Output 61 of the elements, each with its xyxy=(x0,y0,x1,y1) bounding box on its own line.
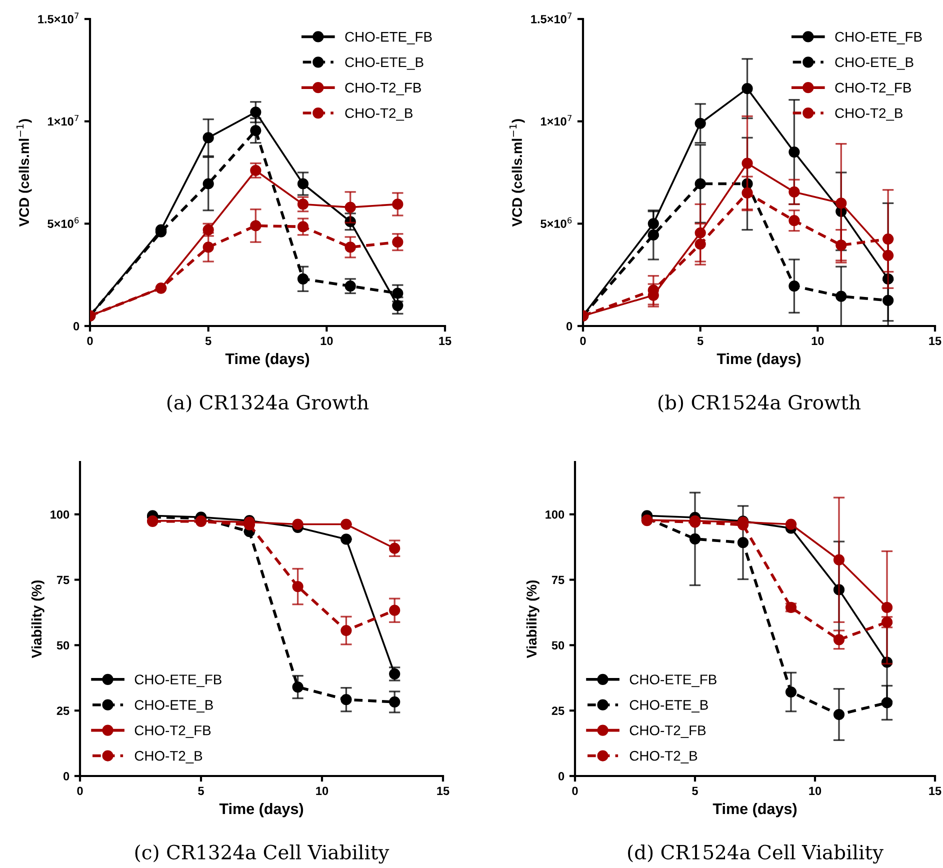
y-tick-label: 5×10$^{6}$ xyxy=(48,217,79,228)
x-tick-label: 5 xyxy=(205,336,212,346)
x-axis-title: Time (days) xyxy=(225,352,310,368)
text: (b) CR1524a Growth xyxy=(658,394,861,412)
x-tick-label: 15 xyxy=(929,336,942,346)
x-tick-label: 0 xyxy=(580,336,586,346)
y-tick-label: 1.5×10$^{7}$ xyxy=(531,12,572,24)
legend-label: CHO-T2_B xyxy=(835,108,902,121)
x-tick-label: 10 xyxy=(809,786,822,796)
x-tick-label: 0 xyxy=(87,336,93,346)
x-axis-title: Time (days) xyxy=(219,802,304,818)
x-axis-title: Time (days) xyxy=(716,352,801,368)
x-tick-label: 15 xyxy=(439,336,452,346)
y-tick-label: 1×10$^{7}$ xyxy=(540,114,572,126)
legend-label: CHO-ETE_B xyxy=(630,700,708,712)
y-axis-title: Viability (%) xyxy=(526,580,540,658)
legend-label: CHO-ETE_FB xyxy=(134,674,222,688)
text: (a) CR1324a Growth xyxy=(167,394,369,412)
x-tick-label: 10 xyxy=(316,786,328,796)
x-tick-label: 5 xyxy=(198,786,204,796)
legend-label: CHO-T2_B xyxy=(134,750,202,764)
text: (d) CR1524a Cell Viability xyxy=(628,844,884,864)
y-tick-label: 1×10$^{7}$ xyxy=(48,114,78,126)
text: (c) CR1324a Cell Viability xyxy=(135,844,390,864)
y-tick-label: 50 xyxy=(56,641,70,650)
x-tick-label: 15 xyxy=(929,786,942,796)
legend-label: CHO-T2_B xyxy=(630,750,698,764)
legend-label: CHO-ETE_B xyxy=(345,57,424,70)
legend-label: CHO-ETE_FB xyxy=(630,674,716,688)
y-tick-label: 75 xyxy=(56,576,70,584)
x-tick-label: 15 xyxy=(437,786,450,796)
y-tick-label: 100 xyxy=(546,510,564,519)
y-axis-title: Viability (%) xyxy=(31,580,44,658)
y-tick-label: 0 xyxy=(558,772,564,780)
legend-label: CHO-T2_FB xyxy=(835,82,911,96)
y-tick-label: 0 xyxy=(566,322,572,330)
y-tick-label: 0 xyxy=(63,772,70,780)
y-tick-label: 5×10$^{6}$ xyxy=(540,217,572,228)
y-tick-label: 25 xyxy=(552,706,564,715)
x-tick-label: 10 xyxy=(812,336,824,346)
legend-label: CHO-T2_FB xyxy=(134,725,211,738)
x-tick-label: 10 xyxy=(320,336,333,346)
x-tick-label: 0 xyxy=(572,786,578,796)
x-tick-label: 5 xyxy=(692,786,698,796)
y-tick-label: 25 xyxy=(56,706,70,715)
legend-label: CHO-T2_FB xyxy=(345,82,421,96)
y-tick-label: 100 xyxy=(50,510,70,519)
legend-label: CHO-T2_B xyxy=(345,108,412,121)
legend-label: CHO-ETE_B xyxy=(134,700,213,712)
legend-label: CHO-ETE_B xyxy=(835,57,914,70)
y-tick-label: 0 xyxy=(73,322,80,330)
y-tick-label: 1.5×10$^{7}$ xyxy=(38,12,79,24)
y-tick-label: 75 xyxy=(552,576,564,584)
y-axis-title: VCD (cells.ml$^{−1}$) xyxy=(509,119,525,227)
y-tick-label: 50 xyxy=(552,641,564,650)
legend-label: CHO-ETE_FB xyxy=(345,32,432,44)
x-tick-label: 5 xyxy=(697,336,704,346)
legend-label: CHO-ETE_FB xyxy=(835,32,922,44)
x-axis-title: Time (days) xyxy=(712,802,797,818)
y-axis-title: VCD (cells.ml$^{−1}$) xyxy=(16,119,32,227)
legend-label: CHO-T2_FB xyxy=(630,725,706,738)
